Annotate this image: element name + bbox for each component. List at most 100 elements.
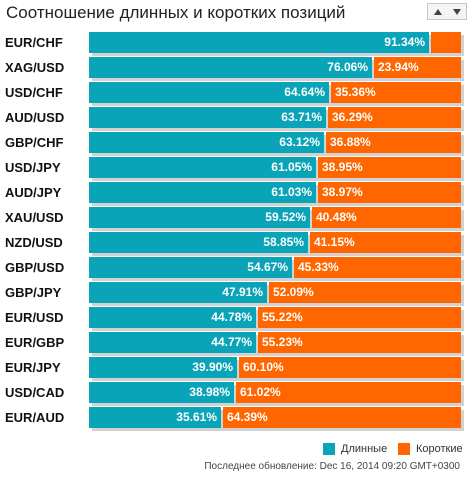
bar-short[interactable] bbox=[258, 332, 461, 353]
bar-row: GBP/USD 54.67% 45.33% bbox=[0, 255, 473, 281]
data-label-long: 44.78% bbox=[211, 310, 252, 324]
bar-row: AUD/JPY 61.03% 38.97% bbox=[0, 180, 473, 206]
bar-short[interactable] bbox=[310, 232, 461, 253]
bar-long[interactable] bbox=[89, 107, 326, 128]
bar-row: EUR/CHF 91.34% bbox=[0, 30, 473, 56]
data-label-short: 61.02% bbox=[240, 385, 281, 399]
sort-controls bbox=[427, 3, 467, 20]
bar-short[interactable] bbox=[239, 357, 461, 378]
category-label: GBP/JPY bbox=[5, 285, 62, 300]
bar-track: 54.67% 45.33% bbox=[89, 257, 464, 281]
bar-row: EUR/AUD 35.61% 64.39% bbox=[0, 405, 473, 431]
bar-row: EUR/JPY 39.90% 60.10% bbox=[0, 355, 473, 381]
bar-long[interactable] bbox=[89, 232, 308, 253]
bar-short[interactable] bbox=[269, 282, 461, 303]
bar-track: 44.78% 55.22% bbox=[89, 307, 464, 331]
bar-long[interactable] bbox=[89, 207, 310, 228]
bar-short[interactable] bbox=[331, 82, 461, 103]
bar-long[interactable] bbox=[89, 307, 256, 328]
data-label-long: 61.05% bbox=[271, 160, 312, 174]
bar-track: 61.05% 38.95% bbox=[89, 157, 464, 181]
bar-track: 61.03% 38.97% bbox=[89, 182, 464, 206]
bar-short[interactable] bbox=[236, 382, 461, 403]
bar-row: EUR/USD 44.78% 55.22% bbox=[0, 305, 473, 331]
bar-long[interactable] bbox=[89, 57, 372, 78]
data-label-short: 64.39% bbox=[227, 410, 268, 424]
bar-row: EUR/GBP 44.77% 55.23% bbox=[0, 330, 473, 356]
bar-short[interactable] bbox=[431, 32, 461, 53]
bar-track: 63.12% 36.88% bbox=[89, 132, 464, 156]
bar-short[interactable] bbox=[318, 182, 461, 203]
bar-track: 35.61% 64.39% bbox=[89, 407, 464, 431]
bar-track: 76.06% 23.94% bbox=[89, 57, 464, 81]
bar-long[interactable] bbox=[89, 282, 267, 303]
bar-row: XAG/USD 76.06% 23.94% bbox=[0, 55, 473, 81]
bar-short[interactable] bbox=[312, 207, 461, 228]
bar-short[interactable] bbox=[326, 132, 461, 153]
data-label-short: 55.23% bbox=[262, 335, 303, 349]
bar-short[interactable] bbox=[223, 407, 461, 428]
category-label: EUR/AUD bbox=[5, 410, 65, 425]
bar-long[interactable] bbox=[89, 332, 256, 353]
triangle-up-icon[interactable] bbox=[433, 8, 442, 15]
bar-short[interactable] bbox=[318, 157, 461, 178]
triangle-down-icon[interactable] bbox=[452, 8, 461, 15]
data-label-long: 38.98% bbox=[189, 385, 230, 399]
bar-short[interactable] bbox=[328, 107, 461, 128]
bar-long[interactable] bbox=[89, 357, 237, 378]
bar-long[interactable] bbox=[89, 182, 316, 203]
category-label: USD/CAD bbox=[5, 385, 65, 400]
data-label-long: 76.06% bbox=[327, 60, 368, 74]
bar-long[interactable] bbox=[89, 407, 221, 428]
category-label: AUD/USD bbox=[5, 110, 65, 125]
last-updated: Последнее обновление: Dec 16, 2014 09:20… bbox=[204, 461, 460, 472]
bar-track: 58.85% 41.15% bbox=[89, 232, 464, 256]
bar-track: 91.34% bbox=[89, 32, 464, 56]
bar-long[interactable] bbox=[89, 32, 429, 53]
legend: Длинные Короткие bbox=[0, 441, 473, 457]
data-label-long: 39.90% bbox=[192, 360, 233, 374]
bar-row: USD/JPY 61.05% 38.95% bbox=[0, 155, 473, 181]
bar-row: XAU/USD 59.52% 40.48% bbox=[0, 205, 473, 231]
category-label: NZD/USD bbox=[5, 235, 63, 250]
bar-track: 59.52% 40.48% bbox=[89, 207, 464, 231]
category-label: XAU/USD bbox=[5, 210, 64, 225]
data-label-short: 40.48% bbox=[316, 210, 357, 224]
category-label: EUR/CHF bbox=[5, 35, 63, 50]
data-label-short: 36.29% bbox=[332, 110, 373, 124]
category-label: USD/CHF bbox=[5, 85, 63, 100]
legend-swatch-short bbox=[398, 443, 410, 455]
data-label-short: 36.88% bbox=[330, 135, 371, 149]
data-label-long: 54.67% bbox=[247, 260, 288, 274]
bar-long[interactable] bbox=[89, 257, 292, 278]
data-label-long: 44.77% bbox=[211, 335, 252, 349]
bar-short[interactable] bbox=[258, 307, 461, 328]
legend-label-long: Длинные bbox=[341, 443, 388, 455]
bar-long[interactable] bbox=[89, 82, 329, 103]
data-label-long: 47.91% bbox=[222, 285, 263, 299]
chart-title: Соотношение длинных и коротких позиций bbox=[6, 3, 346, 22]
bar-long[interactable] bbox=[89, 157, 316, 178]
category-label: XAG/USD bbox=[5, 60, 65, 75]
bar-long[interactable] bbox=[89, 382, 234, 403]
category-label: EUR/USD bbox=[5, 310, 64, 325]
data-label-short: 45.33% bbox=[298, 260, 339, 274]
data-label-short: 35.36% bbox=[335, 85, 376, 99]
data-label-long: 91.34% bbox=[384, 35, 425, 49]
data-label-long: 64.64% bbox=[284, 85, 325, 99]
bar-short[interactable] bbox=[294, 257, 461, 278]
category-label: GBP/USD bbox=[5, 260, 65, 275]
bar-short[interactable] bbox=[374, 57, 461, 78]
bar-row: AUD/USD 63.71% 36.29% bbox=[0, 105, 473, 131]
category-label: AUD/JPY bbox=[5, 185, 62, 200]
bar-long[interactable] bbox=[89, 132, 324, 153]
data-label-short: 55.22% bbox=[262, 310, 303, 324]
category-label: GBP/CHF bbox=[5, 135, 64, 150]
bar-row: USD/CHF 64.64% 35.36% bbox=[0, 80, 473, 106]
category-label: USD/JPY bbox=[5, 160, 61, 175]
bar-row: GBP/JPY 47.91% 52.09% bbox=[0, 280, 473, 306]
bar-row: NZD/USD 58.85% 41.15% bbox=[0, 230, 473, 256]
legend-label-short: Короткие bbox=[416, 443, 463, 455]
data-label-short: 23.94% bbox=[378, 60, 419, 74]
data-label-long: 35.61% bbox=[176, 410, 217, 424]
